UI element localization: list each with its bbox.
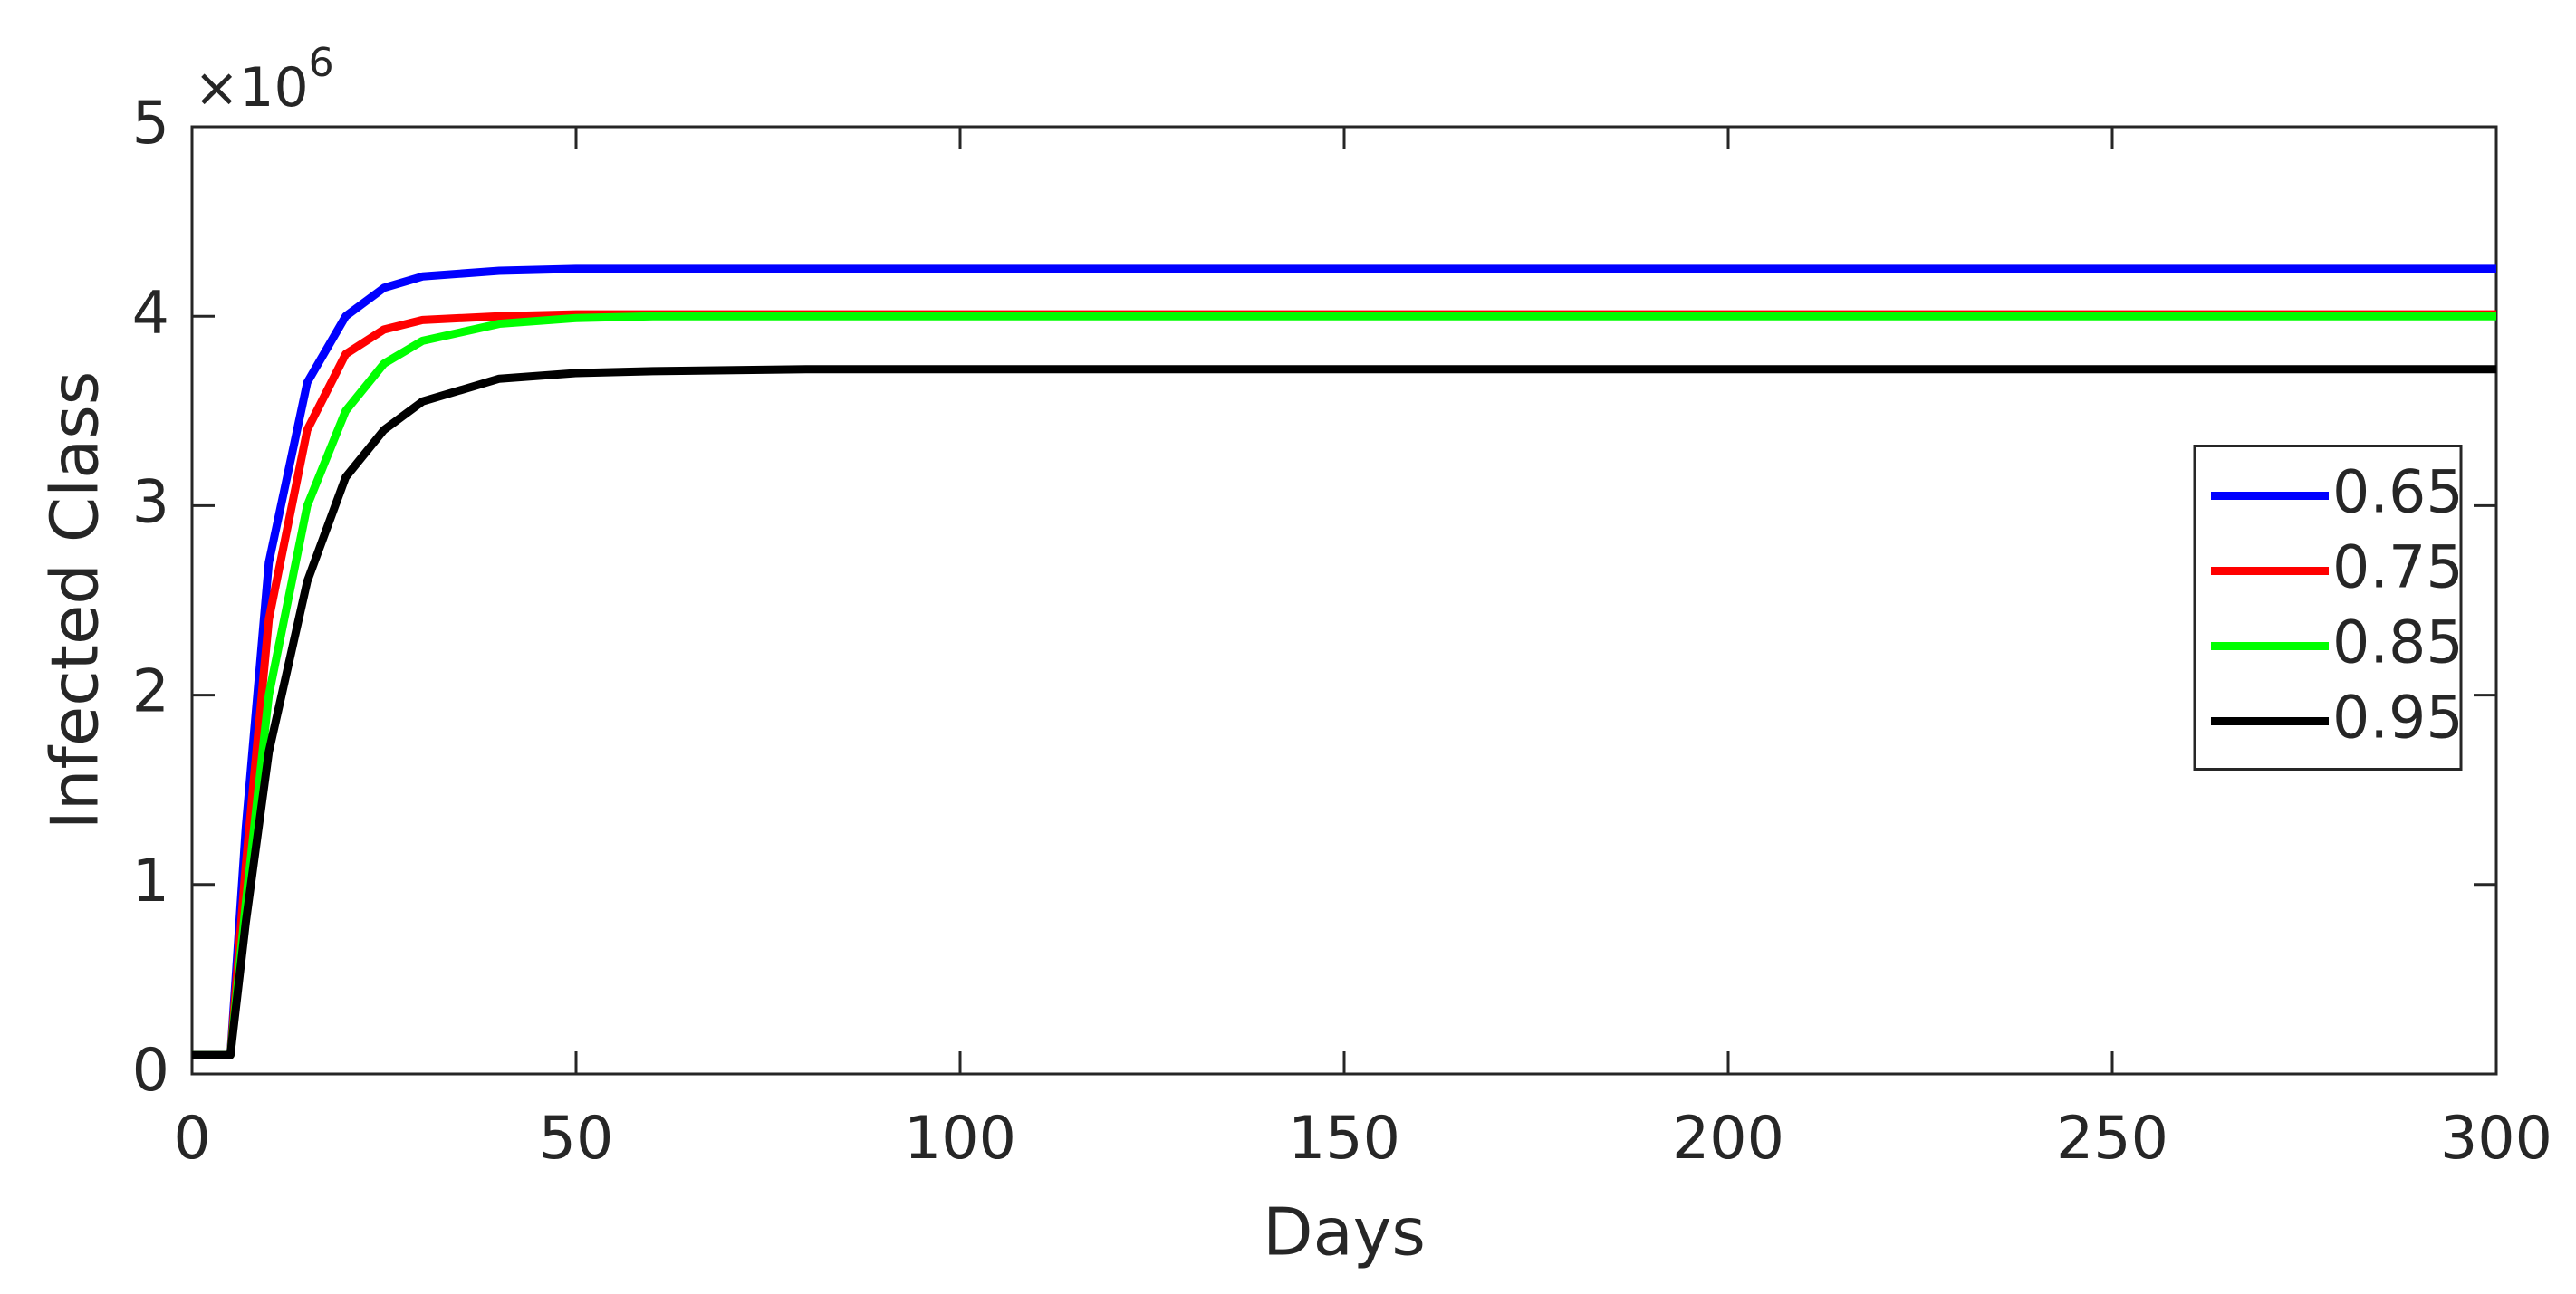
x-tick-label: 150 xyxy=(1288,1105,1400,1173)
y-tick-label: 0 xyxy=(132,1037,169,1105)
x-tick-label: 100 xyxy=(904,1105,1016,1173)
series-line xyxy=(192,312,2496,1059)
series-line xyxy=(192,365,2496,1059)
series-line xyxy=(192,264,2496,1059)
x-tick-label: 250 xyxy=(2056,1105,2168,1173)
legend-label: 0.75 xyxy=(2332,534,2464,602)
y-tick-label: 4 xyxy=(132,279,169,347)
x-tick-label: 200 xyxy=(1672,1105,1784,1173)
y-tick-label: 5 xyxy=(132,90,169,158)
y-axis-label: Infected Class xyxy=(37,371,113,830)
y-tick-label: 3 xyxy=(132,468,169,536)
legend-label: 0.65 xyxy=(2332,459,2464,527)
legend-label: 0.85 xyxy=(2332,609,2464,677)
y-scale-base: ×10 xyxy=(194,56,309,120)
y-tick-label: 1 xyxy=(132,848,169,915)
x-tick-label: 0 xyxy=(173,1105,210,1173)
legend-label: 0.95 xyxy=(2332,685,2464,752)
y-tick-label: 2 xyxy=(132,658,169,726)
x-tick-label: 50 xyxy=(539,1105,614,1173)
x-tick-label: 300 xyxy=(2440,1105,2552,1173)
y-scale-label: ×106 xyxy=(194,40,334,120)
y-scale-exponent: 6 xyxy=(309,40,334,86)
x-axis-label: Days xyxy=(1263,1194,1426,1270)
